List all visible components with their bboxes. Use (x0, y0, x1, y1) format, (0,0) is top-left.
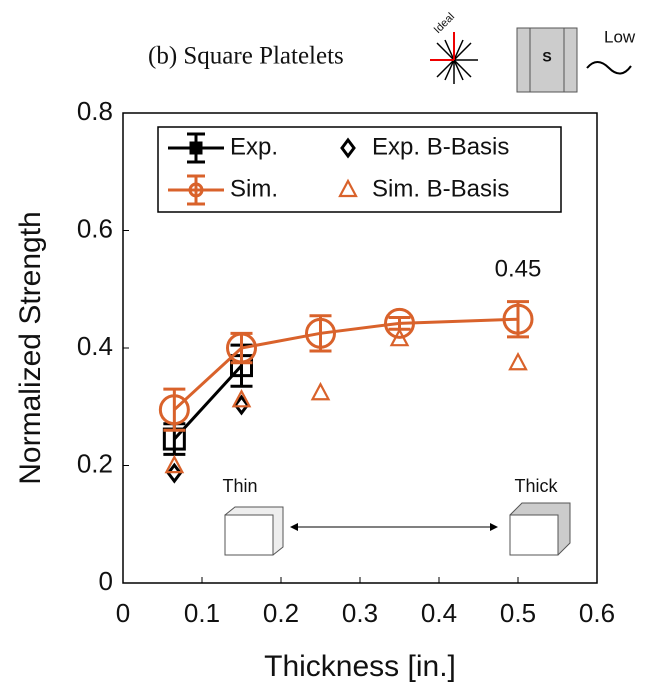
marker (313, 384, 329, 399)
x-tick-label: 0.5 (500, 598, 536, 628)
marker (510, 354, 526, 369)
legend: Exp. Sim. Exp. B-Basis Sim. B-Basis (158, 127, 561, 212)
legend-label: Exp. B-Basis (372, 133, 509, 160)
chart-title: (b) Square Platelets (148, 43, 344, 70)
x-tick-label: 0.1 (184, 598, 220, 628)
y-tick-label: 0.2 (77, 448, 113, 478)
x-tick-label: 0.2 (263, 598, 299, 628)
series-line (174, 319, 518, 409)
x-tick-label: 0.4 (421, 598, 457, 628)
legend-label: Sim. B-Basis (372, 175, 509, 202)
x-tick-label: 0.3 (342, 598, 378, 628)
header-icons: Ideal S Low (425, 11, 636, 92)
chart: (b) Square Platelets Ideal S Low Thickne… (0, 0, 654, 690)
annotation: Thick (514, 476, 558, 496)
x-axis-label: Thickness [in.] (264, 650, 456, 683)
legend-label: Exp. (230, 133, 278, 160)
annotation: 0.45 (495, 255, 542, 282)
y-tick-label: 0.4 (77, 331, 113, 361)
inset (225, 503, 570, 555)
marker (191, 143, 201, 153)
y-axis-label: Normalized Strength (14, 211, 47, 484)
y-tick-label: 0 (99, 566, 113, 596)
y-tick-label: 0.8 (77, 96, 113, 126)
x-tick-label: 0.6 (579, 598, 615, 628)
x-tick-label: 0 (116, 598, 130, 628)
s-label: S (542, 49, 551, 65)
legend-label: Sim. (230, 175, 278, 202)
y-tick-label: 0.6 (77, 213, 113, 243)
low-label: Low (604, 27, 636, 46)
annotation: Thin (222, 476, 257, 496)
